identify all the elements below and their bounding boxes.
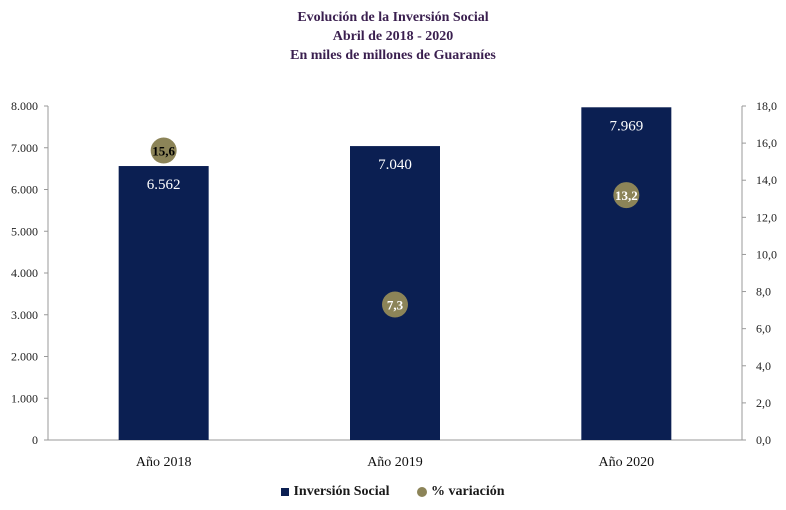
y-tick-label-right: 8,0 — [756, 285, 771, 299]
y-tick-label-left: 0 — [32, 433, 38, 447]
bar-data-label: 7.040 — [378, 157, 412, 173]
y-tick-label-right: 12,0 — [756, 210, 777, 224]
legend-swatch-dot — [417, 486, 428, 497]
chart-title-block: Evolución de la Inversión Social Abril d… — [0, 8, 786, 65]
point-variacion — [382, 291, 408, 318]
x-tick-label: Año 2020 — [599, 455, 655, 470]
chart-title: Evolución de la Inversión Social — [297, 10, 489, 25]
bar-inversion-social — [581, 107, 672, 440]
bar-inversion-social — [118, 166, 209, 440]
y-tick-label-left: 8.000 — [11, 99, 38, 113]
point-data-label: 13,2 — [615, 188, 638, 203]
y-tick-label-left: 7.000 — [11, 141, 38, 155]
point-series — [150, 137, 640, 318]
x-tick-label: Año 2018 — [136, 455, 192, 470]
y-tick-label-right: 4,0 — [756, 359, 771, 373]
point-variacion — [150, 137, 177, 164]
y-tick-label-right: 18,0 — [756, 99, 777, 113]
bar-data-label: 7.969 — [609, 118, 643, 134]
y-tick-label-right: 16,0 — [756, 136, 777, 150]
bar-series — [118, 107, 672, 440]
y-tick-label-right: 10,0 — [756, 247, 777, 261]
y-tick-label-left: 2.000 — [11, 350, 38, 364]
legend-item-inversion: Inversión Social — [281, 484, 390, 500]
y-tick-label-left: 1.000 — [11, 391, 38, 405]
y-tick-label-right: 2,0 — [756, 396, 771, 410]
y-tick-label-left: 4.000 — [11, 266, 38, 280]
point-data-label: 7,3 — [387, 298, 404, 313]
y-tick-label-right: 14,0 — [756, 173, 777, 187]
y-tick-label-left: 5.000 — [11, 224, 38, 238]
y-tick-label-left: 6.000 — [11, 183, 38, 197]
y-tick-label-left: 3.000 — [11, 308, 38, 322]
bar-data-label: 6.562 — [147, 177, 181, 193]
data-labels: 6.562 15,6 7.040 7,3 7.969 13,2 — [147, 118, 643, 312]
legend-label-inversion: Inversión Social — [293, 484, 390, 499]
y-tick-label-right: 0,0 — [756, 433, 771, 447]
point-data-label: 15,6 — [152, 144, 175, 159]
chart-subtitle-units: En miles de millones de Guaraníes — [290, 48, 496, 63]
point-variacion — [613, 182, 640, 209]
legend-label-variacion: % variación — [431, 484, 505, 499]
x-tick-label: Año 2019 — [367, 455, 423, 470]
y-tick-label-right: 6,0 — [756, 322, 771, 336]
chart-legend: Inversión Social % variación — [0, 484, 786, 500]
legend-swatch-bar — [281, 487, 290, 496]
chart-axes: 0 1.000 2.000 3.000 4.000 5.000 6.000 7.000 8.00… — [11, 99, 777, 470]
chart-subtitle-period: Abril de 2018 - 2020 — [332, 29, 454, 44]
legend-item-variacion: % variación — [417, 484, 505, 500]
